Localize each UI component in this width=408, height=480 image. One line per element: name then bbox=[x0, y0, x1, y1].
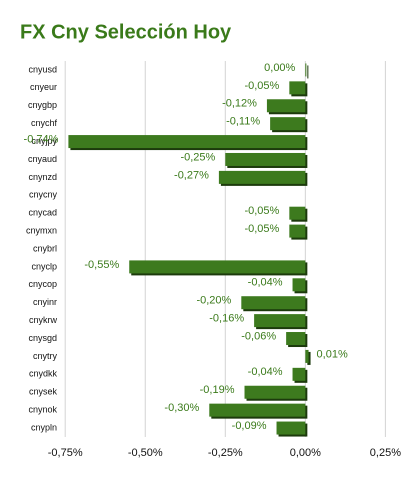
value-label: -0,05% bbox=[244, 223, 279, 235]
bar bbox=[254, 314, 306, 328]
y-tick-label: cnyinr bbox=[33, 297, 57, 307]
value-label: -0,12% bbox=[222, 98, 257, 110]
y-tick-label: cnyeur bbox=[30, 82, 57, 92]
value-label: -0,11% bbox=[226, 116, 260, 128]
bar bbox=[286, 332, 306, 346]
y-tick-label: cnysgd bbox=[28, 333, 57, 343]
bar bbox=[68, 135, 306, 149]
y-tick-label: cnyclp bbox=[31, 261, 57, 271]
bar bbox=[292, 367, 306, 381]
y-tick-label: cnysek bbox=[29, 387, 58, 397]
value-label: -0,19% bbox=[200, 384, 235, 396]
bar bbox=[218, 170, 306, 184]
value-label: 0,00% bbox=[264, 62, 295, 74]
y-tick-label: cnytry bbox=[33, 351, 58, 361]
x-tick-label: -0,75% bbox=[48, 447, 83, 459]
x-tick-label: -0,25% bbox=[208, 447, 243, 459]
value-label: -0,09% bbox=[232, 420, 267, 432]
bar bbox=[266, 99, 306, 113]
y-tick-label: cnyusd bbox=[28, 64, 57, 74]
bar bbox=[244, 385, 306, 399]
value-label: -0,27% bbox=[174, 169, 209, 181]
bar bbox=[305, 63, 307, 77]
x-tick-label: 0,25% bbox=[370, 447, 401, 459]
bar bbox=[305, 349, 309, 363]
y-tick-label: cnyjpy bbox=[31, 136, 57, 146]
bar bbox=[225, 152, 306, 166]
value-label: -0,25% bbox=[180, 151, 215, 163]
bar bbox=[209, 403, 306, 417]
value-label: -0,55% bbox=[84, 259, 119, 271]
y-tick-label: cnyaud bbox=[28, 154, 57, 164]
y-tick-label: cnycad bbox=[28, 208, 57, 218]
bar bbox=[289, 224, 306, 238]
bar bbox=[292, 278, 306, 292]
x-tick-label: -0,50% bbox=[128, 447, 163, 459]
bar bbox=[276, 421, 306, 435]
value-label: -0,04% bbox=[248, 366, 283, 378]
value-label: -0,06% bbox=[241, 330, 276, 342]
y-tick-label: cnygbp bbox=[28, 100, 57, 110]
y-tick-label: cnycop bbox=[28, 279, 57, 289]
y-tick-label: cnykrw bbox=[29, 315, 58, 325]
value-label: -0,04% bbox=[248, 277, 283, 289]
y-tick-label: cnychf bbox=[31, 118, 58, 128]
value-label: -0,16% bbox=[209, 313, 244, 325]
chart-title: FX Cny Selección Hoy bbox=[20, 21, 232, 43]
y-tick-label: cnycny bbox=[29, 190, 58, 200]
y-tick-label: cnydkk bbox=[29, 369, 58, 379]
bar bbox=[270, 117, 306, 131]
bar bbox=[129, 260, 306, 274]
y-tick-label: cnynzd bbox=[28, 172, 57, 182]
bar bbox=[289, 81, 306, 95]
value-label: -0,05% bbox=[244, 205, 279, 217]
value-label: -0,30% bbox=[164, 402, 199, 414]
value-label: -0,05% bbox=[244, 80, 279, 92]
x-tick-label: 0,00% bbox=[290, 447, 321, 459]
y-tick-label: cnybrl bbox=[33, 243, 57, 253]
bar bbox=[241, 296, 306, 310]
y-tick-label: cnymxn bbox=[26, 225, 57, 235]
y-tick-label: cnypln bbox=[31, 422, 57, 432]
bar bbox=[289, 206, 306, 220]
value-label: -0,20% bbox=[196, 295, 231, 307]
value-label: 0,01% bbox=[317, 348, 348, 360]
value-label: -0,74% bbox=[24, 133, 59, 145]
y-tick-label: cnynok bbox=[28, 405, 57, 415]
